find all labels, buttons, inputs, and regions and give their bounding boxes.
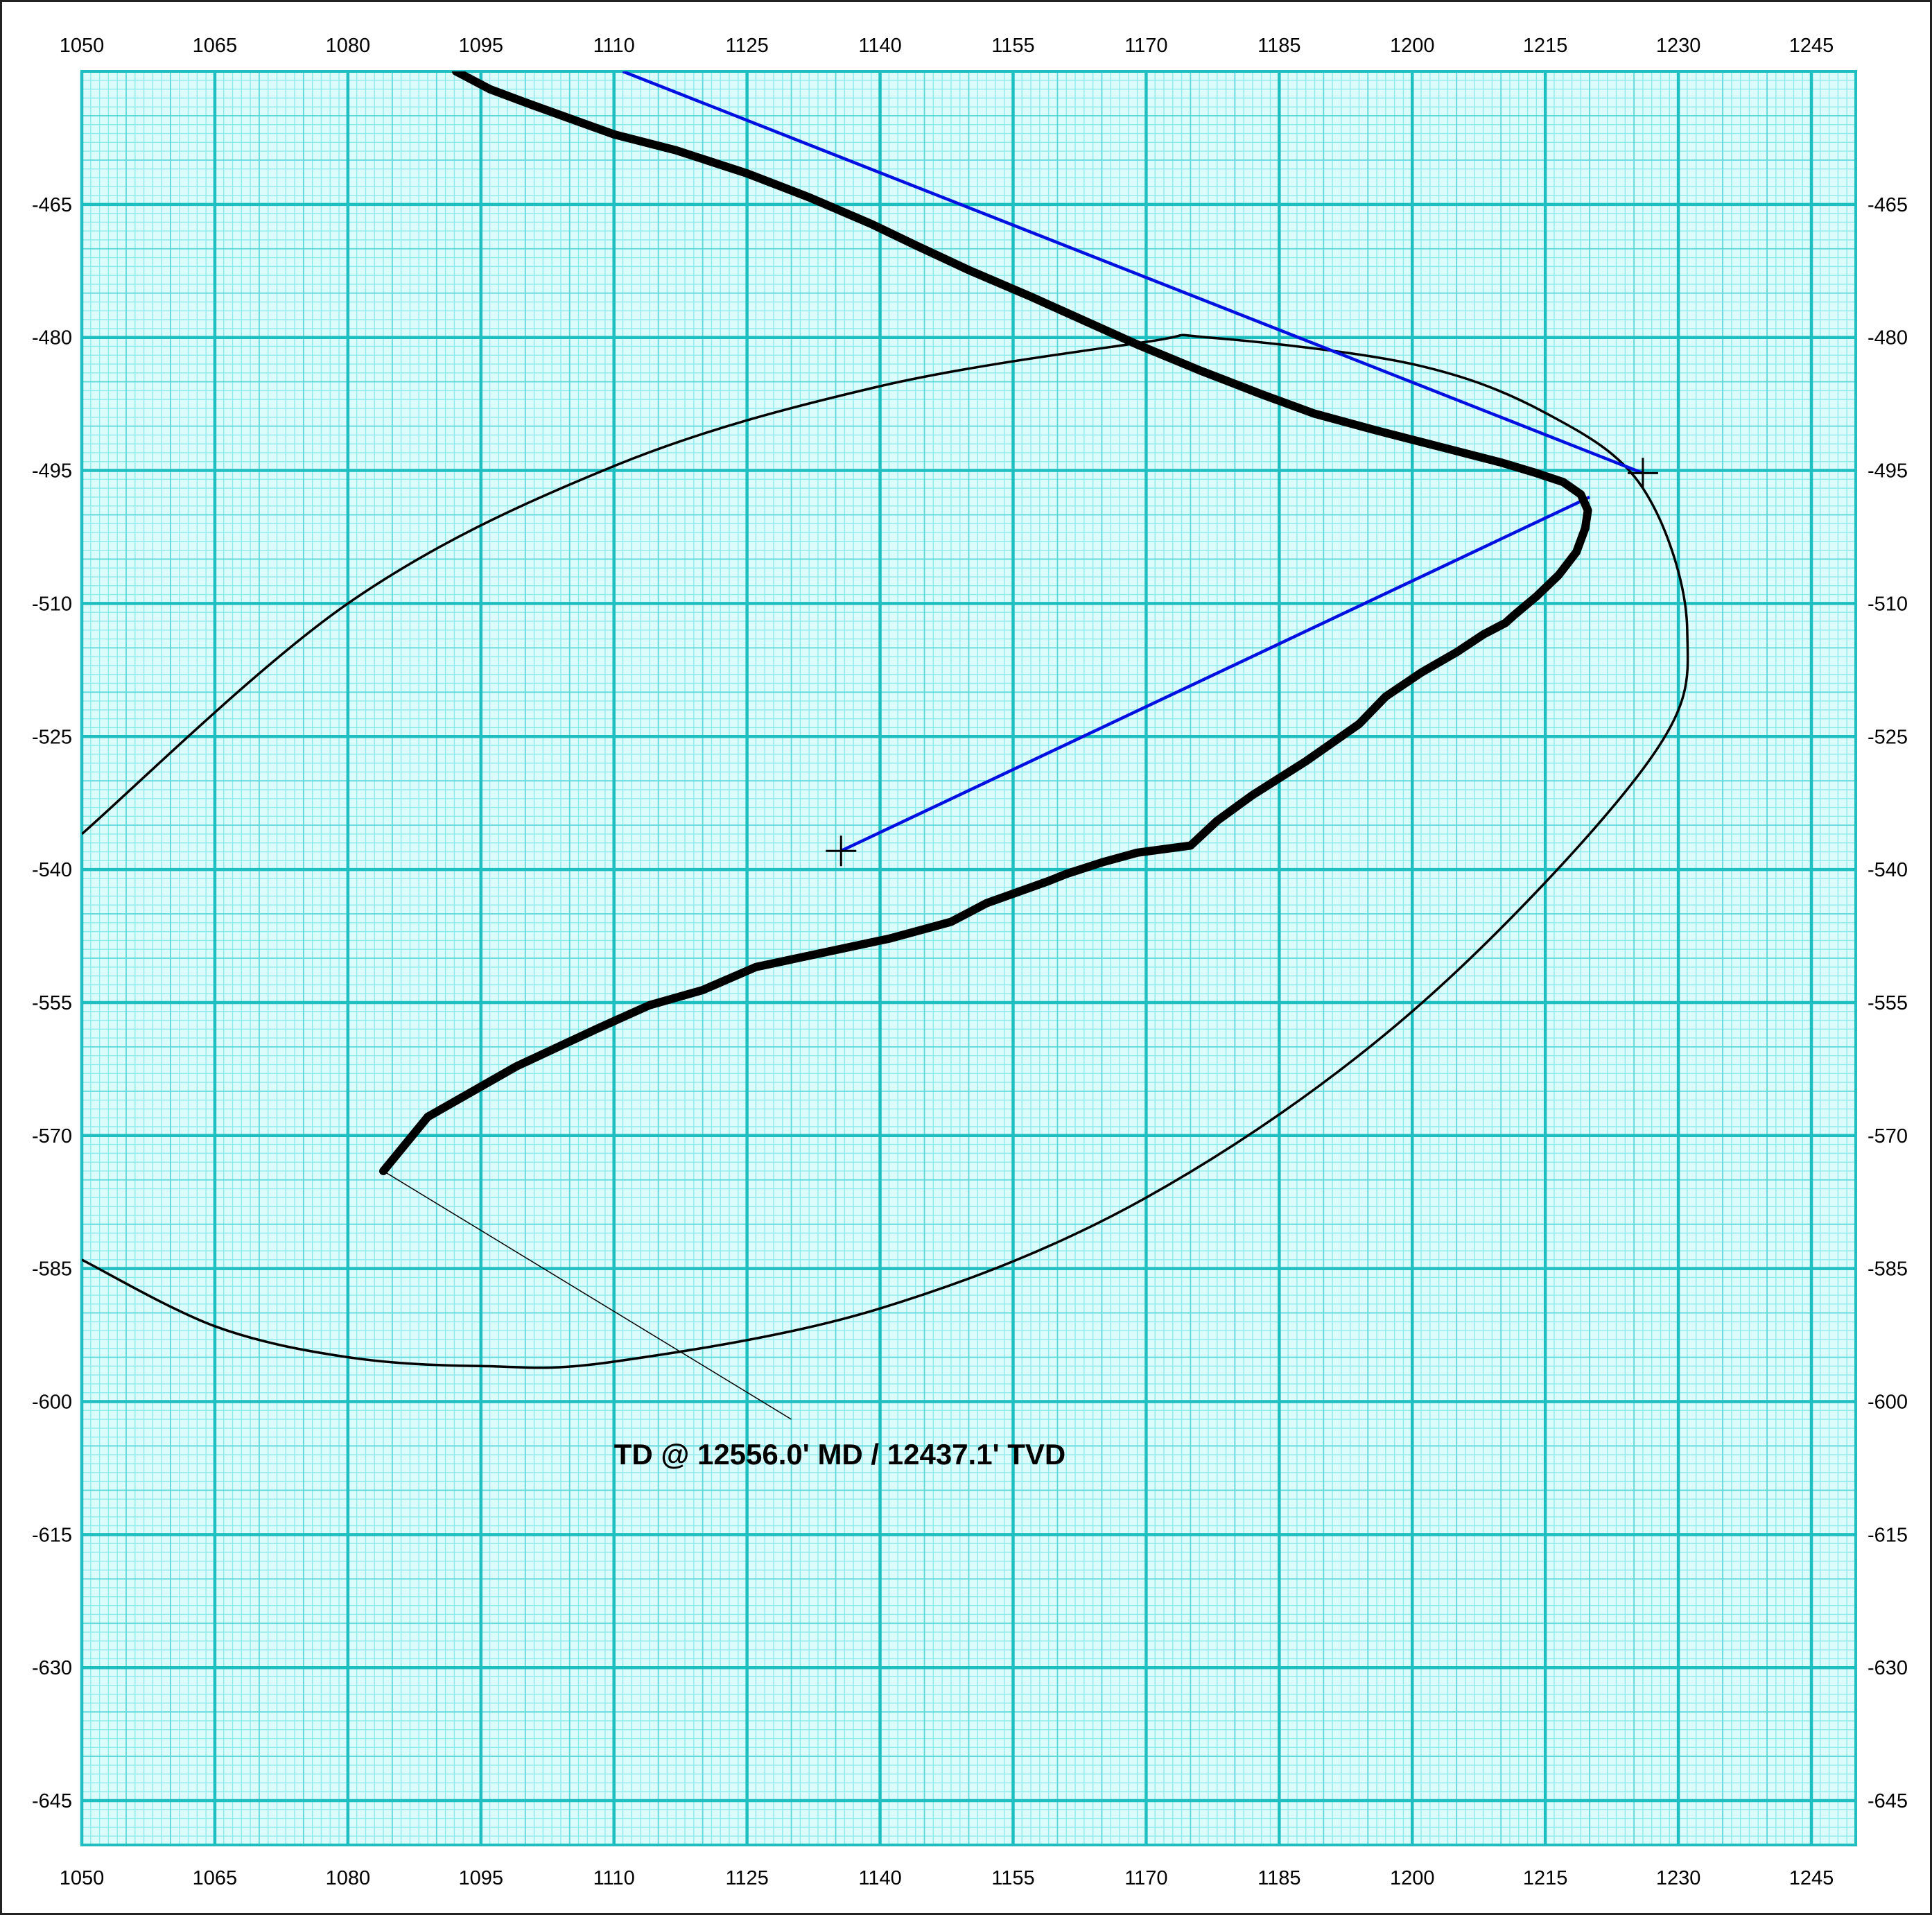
x-tick-label-top: 1215 [1523,35,1568,57]
blue-line-lower [840,495,1591,853]
x-tick-label-top: 1110 [593,35,635,57]
x-tick-label-bottom: 1230 [1656,1867,1701,1889]
y-tick-label-left: -630 [32,1657,72,1679]
uncertainty-ellipse [82,333,1689,1369]
x-tick-label-bottom: 1170 [1124,1867,1167,1889]
x-tick-label-top: 1155 [991,35,1034,57]
y-tick-label-left: -540 [32,859,72,881]
plot-border [80,70,1857,1846]
y-tick-label-right: -480 [1868,327,1908,349]
y-tick-label-right: -510 [1868,593,1908,615]
y-tick-label-left: -555 [32,992,72,1014]
wellpath-line [379,71,1592,1175]
x-tick-label-bottom: 1200 [1390,1867,1435,1889]
x-tick-label-top: 1080 [326,35,371,57]
x-tick-label-top: 1170 [1124,35,1167,57]
x-tick-label-bottom: 1155 [991,1867,1034,1889]
blue-line-upper [622,71,1644,475]
marker-layer [826,458,1658,867]
series-layer [82,71,1689,1369]
y-tick-label-left: -480 [32,327,72,349]
tick-labels: 1050 1050 1065 1065 1080 1080 1095 1095 1110 1110… [32,35,1908,1889]
x-tick-label-bottom: 1140 [858,1867,901,1889]
y-tick-label-right: -585 [1868,1258,1908,1281]
x-tick-label-top: 1125 [725,35,768,57]
x-tick-label-bottom: 1185 [1257,1867,1300,1889]
y-tick-label-left: -615 [32,1524,72,1546]
x-tick-label-bottom: 1050 [60,1867,105,1889]
x-tick-label-bottom: 1080 [326,1867,371,1889]
x-tick-label-bottom: 1110 [593,1867,635,1889]
x-tick-label-top: 1065 [193,35,238,57]
y-tick-label-right: -495 [1868,460,1908,483]
x-tick-label-top: 1050 [60,35,105,57]
x-tick-label-bottom: 1095 [459,1867,504,1889]
y-tick-label-left: -525 [32,726,72,748]
y-tick-label-left: -645 [32,1790,72,1812]
y-tick-label-left: -570 [32,1125,72,1147]
x-tick-label-bottom: 1125 [725,1867,768,1889]
y-tick-label-right: -600 [1868,1392,1908,1414]
y-tick-label-left: -465 [32,194,72,216]
y-tick-label-right: -645 [1868,1790,1908,1812]
y-tick-label-right: -555 [1868,992,1908,1014]
x-tick-label-bottom: 1065 [193,1867,238,1889]
x-tick-label-top: 1095 [459,35,504,57]
y-tick-label-left: -585 [32,1258,72,1281]
x-tick-label-bottom: 1245 [1789,1867,1834,1889]
y-tick-label-right: -525 [1868,726,1908,748]
annotation-layer: TD @ 12556.0' MD / 12437.1' TVD [383,1170,1066,1471]
annotation-leader-line [383,1170,792,1420]
x-tick-label-top: 1200 [1390,35,1435,57]
y-tick-label-right: -570 [1868,1125,1908,1147]
major-grid [80,71,1856,1845]
y-tick-label-right: -630 [1868,1657,1908,1679]
y-tick-label-left: -600 [32,1392,72,1414]
x-tick-label-top: 1140 [858,35,901,57]
y-tick-label-left: -495 [32,460,72,483]
y-tick-label-left: -510 [32,593,72,615]
y-tick-label-right: -615 [1868,1524,1908,1546]
x-tick-label-top: 1245 [1789,35,1834,57]
x-tick-label-top: 1185 [1257,35,1300,57]
td-annotation-label: TD @ 12556.0' MD / 12437.1' TVD [614,1438,1066,1471]
x-tick-label-top: 1230 [1656,35,1701,57]
y-tick-label-right: -540 [1868,859,1908,881]
x-tick-label-bottom: 1215 [1523,1867,1568,1889]
y-tick-label-right: -465 [1868,194,1908,216]
